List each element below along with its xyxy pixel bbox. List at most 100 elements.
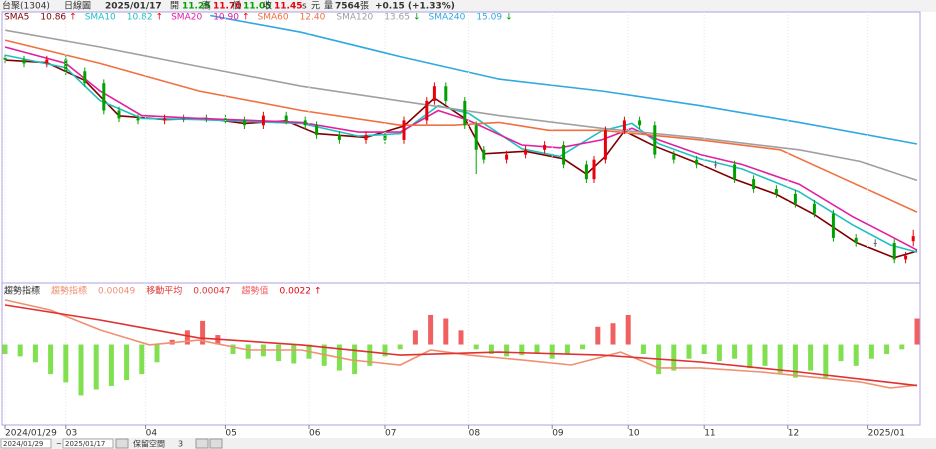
legend-entry: SMA5 <box>4 13 29 23</box>
histogram-bar <box>549 344 555 359</box>
candle-body <box>242 120 246 126</box>
candle-body <box>364 135 368 140</box>
x-tick-label: 08 <box>469 429 481 439</box>
candle-body <box>402 120 406 140</box>
histogram-bar <box>686 344 692 359</box>
end-input[interactable] <box>62 438 114 449</box>
x-tick-label: 2024/01/29 <box>5 429 57 439</box>
header-bar <box>0 0 936 12</box>
histogram-bar <box>838 344 844 362</box>
histogram-bar <box>230 344 236 354</box>
histogram-bar <box>701 344 707 354</box>
legend-entry: SMA60 <box>258 13 289 23</box>
candle-body <box>774 189 778 194</box>
histogram-bar <box>580 344 586 350</box>
x-tick-label: 03 <box>66 429 77 439</box>
histogram-bar <box>716 344 722 362</box>
date: 2025/01/17 <box>105 2 162 12</box>
candle-body <box>812 203 816 214</box>
legend-entry: 0.00049 <box>98 287 135 297</box>
histogram-bar <box>823 344 829 378</box>
histogram-bar <box>884 344 890 354</box>
indicator-panel <box>1 282 921 426</box>
histogram-bar <box>625 314 631 345</box>
legend-entry: 10.90 <box>213 13 239 23</box>
candle-body <box>584 164 588 180</box>
histogram-bar <box>671 344 677 371</box>
histogram-bar <box>397 344 403 350</box>
histogram-bar <box>595 326 601 345</box>
reserve-button[interactable] <box>195 438 209 449</box>
histogram-bar <box>32 344 38 363</box>
legend-arrow: ↓ <box>505 13 513 23</box>
histogram-bar <box>154 344 160 363</box>
x-tick-label: 05 <box>225 429 236 439</box>
candle-body <box>854 237 858 243</box>
ma-line <box>4 46 918 251</box>
ma-line <box>4 299 918 389</box>
candle-body <box>752 179 756 190</box>
histogram-bar <box>762 344 768 366</box>
histogram-bar <box>519 344 525 356</box>
candle-body <box>524 149 528 155</box>
legend-entry: SMA240 <box>429 13 466 23</box>
histogram-bar <box>108 344 114 386</box>
x-tick-label: 09 <box>552 429 564 439</box>
reserve-label: 保留空間 <box>133 439 165 449</box>
histogram-bar <box>443 318 449 345</box>
histogram-bar <box>291 344 297 364</box>
histogram-bar <box>367 344 373 366</box>
ma-line <box>4 39 918 213</box>
candle-body <box>463 100 467 126</box>
x-tick-label: 07 <box>385 429 396 439</box>
change: +0.15 (+1.33%) <box>375 2 455 12</box>
histogram-bar <box>17 344 23 357</box>
legend-arrow: ↑ <box>242 13 250 23</box>
histogram-bar <box>914 318 920 345</box>
legend-entry: SMA20 <box>171 13 202 23</box>
histogram-bar <box>473 344 479 350</box>
histogram-bar <box>200 320 206 345</box>
candle-body <box>831 213 835 238</box>
apply-button[interactable] <box>115 438 129 449</box>
high: 11.70 <box>213 2 241 12</box>
histogram-bar <box>124 344 130 381</box>
sep: ~ <box>56 440 62 448</box>
histogram-bar <box>93 344 99 390</box>
ma-line <box>4 304 918 387</box>
x-tick-label: 2025/01 <box>868 429 905 439</box>
candle-body <box>315 125 319 136</box>
histogram-bar <box>899 344 905 350</box>
candle-body <box>303 120 307 126</box>
volume-unit: 張 <box>360 1 369 12</box>
close-mark: s <box>302 2 307 12</box>
legend-arrow: ↑ <box>69 13 77 23</box>
candle-body <box>562 144 566 165</box>
x-tick-label: 06 <box>309 429 321 439</box>
legend-entry: 趨勢值 <box>241 285 268 297</box>
unit: 元 <box>311 2 320 12</box>
histogram-bar <box>808 344 814 371</box>
histogram-bar <box>777 344 783 373</box>
volume: 7564 <box>335 2 360 12</box>
histogram-bar <box>732 344 738 359</box>
reset-button[interactable] <box>209 438 223 449</box>
candle-body <box>714 164 718 166</box>
reserve[interactable]: 3 <box>178 440 183 449</box>
legend-arrow: ↑ <box>156 13 164 23</box>
histogram-bar <box>747 344 753 369</box>
candle-body <box>383 135 387 140</box>
legend-entry: 12.40 <box>300 13 326 23</box>
start-input[interactable] <box>0 438 52 449</box>
candle-body <box>223 118 227 121</box>
x-tick-label: 11 <box>704 429 715 439</box>
histogram-bar <box>428 314 434 345</box>
histogram-bar <box>48 344 54 375</box>
x-tick-label: 12 <box>788 429 799 439</box>
legend-entry: 10.86 <box>40 13 66 23</box>
candle-body <box>482 149 486 160</box>
histogram-bar <box>63 344 69 383</box>
candle-body <box>64 59 68 72</box>
legend-arrow: ↓ <box>413 13 421 23</box>
